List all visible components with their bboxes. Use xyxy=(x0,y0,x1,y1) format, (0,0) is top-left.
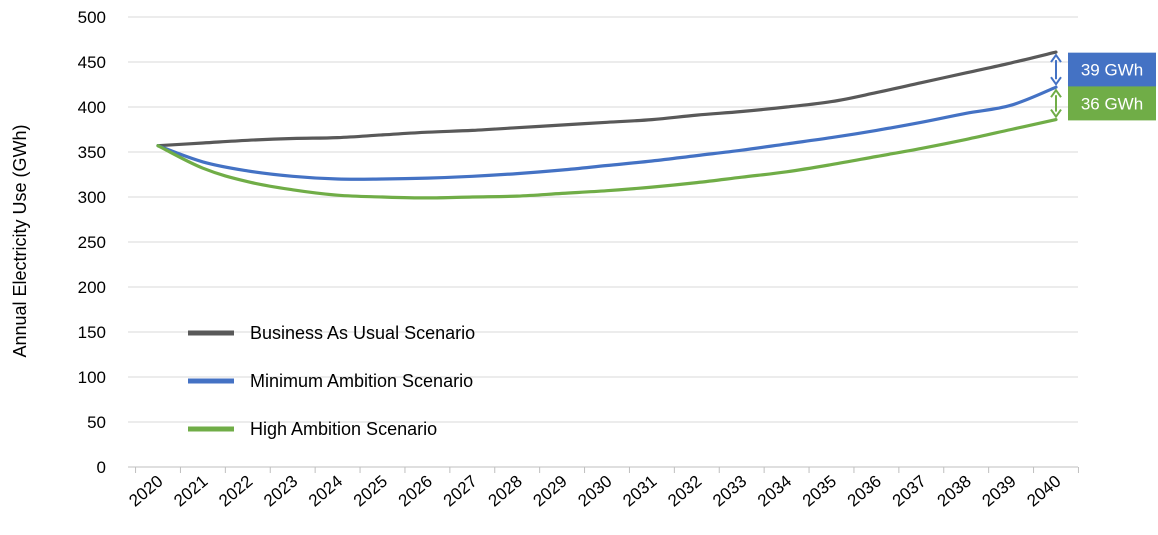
x-tick-label: 2030 xyxy=(574,472,615,511)
x-tick-label: 2020 xyxy=(125,472,166,511)
series-line-2 xyxy=(156,85,1058,181)
x-tick-label: 2032 xyxy=(664,472,705,511)
y-tick-label: 450 xyxy=(78,53,106,72)
x-tick-label: 2028 xyxy=(485,472,526,511)
x-tick-label: 2021 xyxy=(170,472,211,511)
callouts: 39 GWh 36 GWh xyxy=(1050,52,1156,121)
x-tick-label: 2031 xyxy=(619,472,660,511)
y-tick-label: 50 xyxy=(87,413,106,432)
x-tick-label: 2022 xyxy=(215,472,256,511)
x-tick-label: 2025 xyxy=(350,472,391,511)
y-axis-ticks: 0 50 100 150 200 250 300 350 400 450 500 xyxy=(78,8,106,477)
legend: Business As Usual Scenario Minimum Ambiti… xyxy=(188,323,475,439)
x-tick-label: 2036 xyxy=(844,472,885,511)
callout-box-1 xyxy=(1068,52,1156,87)
y-tick-label: 200 xyxy=(78,278,106,297)
x-tick-label: 2029 xyxy=(529,472,570,511)
x-tick-label: 2023 xyxy=(260,472,301,511)
x-tick-label: 2024 xyxy=(305,472,346,511)
y-tick-label: 300 xyxy=(78,188,106,207)
x-tick-label: 2040 xyxy=(1023,472,1064,511)
axes xyxy=(128,466,1079,473)
x-tick-label: 2039 xyxy=(978,472,1019,511)
callout-arrowhead-down-2 xyxy=(1050,109,1062,119)
callout-label-1: 39 GWh xyxy=(1081,61,1143,80)
series-line-1 xyxy=(156,50,1058,148)
x-axis-ticks: 2020 2021 2022 2023 2024 2025 2026 2027 2028 2029… xyxy=(125,472,1064,511)
y-axis-title: Annual Electricity Use (GWh) xyxy=(10,124,30,357)
callout-arrowhead-up-1 xyxy=(1050,53,1062,63)
series-line-3 xyxy=(156,118,1058,200)
callout-arrowhead-down-1 xyxy=(1050,76,1062,86)
x-tick-label: 2033 xyxy=(709,472,750,511)
y-tick-label: 0 xyxy=(97,458,106,477)
gridlines xyxy=(128,16,1078,423)
y-tick-label: 350 xyxy=(78,143,106,162)
x-tick-label: 2026 xyxy=(395,472,436,511)
callout-label-2: 36 GWh xyxy=(1081,94,1143,113)
x-tick-label: 2037 xyxy=(889,472,930,511)
y-tick-label: 250 xyxy=(78,233,106,252)
x-tick-label: 2038 xyxy=(934,472,975,511)
y-tick-label: 150 xyxy=(78,323,106,342)
x-tick-label: 2034 xyxy=(754,472,795,511)
y-tick-label: 400 xyxy=(78,98,106,117)
x-tick-label: 2035 xyxy=(799,472,840,511)
callout-arrowhead-up-2 xyxy=(1050,88,1062,98)
y-tick-label: 100 xyxy=(78,368,106,387)
x-tick-label: 2027 xyxy=(440,472,481,511)
legend-label-1: Business As Usual Scenario xyxy=(250,323,475,343)
legend-label-3: High Ambition Scenario xyxy=(250,419,437,439)
callout-box-2 xyxy=(1068,86,1156,121)
data-series xyxy=(156,50,1058,200)
y-tick-label: 500 xyxy=(78,8,106,27)
legend-label-2: Minimum Ambition Scenario xyxy=(250,371,473,391)
